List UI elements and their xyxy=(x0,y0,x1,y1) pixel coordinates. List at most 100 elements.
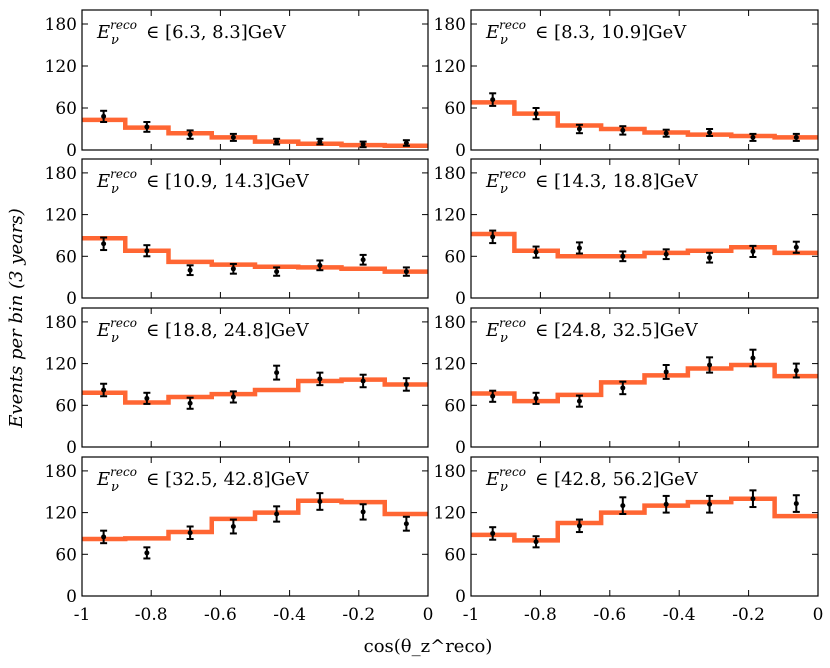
panel-label: Ereco ν ∈ [14.3, 18.8]GeV xyxy=(485,167,699,197)
data-point xyxy=(749,489,757,509)
y-tick-label: 60 xyxy=(444,247,466,267)
y-tick-label: 180 xyxy=(45,164,77,184)
data-point xyxy=(532,391,540,405)
data-point xyxy=(792,240,800,254)
y-tick-label: 120 xyxy=(434,206,466,226)
data-marker xyxy=(490,234,496,240)
data-point xyxy=(143,391,151,405)
panel-5: 0 60 120 180 Ereco ν ∈ [18.8, 24.8]GeV xyxy=(45,307,429,458)
data-marker xyxy=(620,385,626,391)
data-point xyxy=(100,236,108,252)
panel-frame xyxy=(81,158,429,299)
data-point xyxy=(749,348,757,368)
data-marker xyxy=(750,248,756,254)
data-point xyxy=(316,137,324,146)
data-marker xyxy=(533,249,539,255)
data-point xyxy=(273,505,281,523)
data-marker xyxy=(576,398,582,404)
y-tick-label: 0 xyxy=(455,587,466,607)
data-point xyxy=(619,250,627,263)
data-marker xyxy=(144,248,150,254)
y-tick-label: 60 xyxy=(55,99,77,119)
histogram-series xyxy=(82,235,428,274)
data-point xyxy=(143,121,151,133)
data-marker xyxy=(101,387,107,393)
data-point xyxy=(662,248,670,261)
x-tick-label: -0.8 xyxy=(135,605,168,625)
data-marker xyxy=(144,550,150,556)
y-tick-label: 0 xyxy=(455,289,466,309)
data-point xyxy=(792,494,800,513)
data-point xyxy=(273,137,281,146)
data-marker xyxy=(490,97,496,103)
panel-1: 0 60 120 180 Ereco ν ∈ [6.3, 8.3]GeV xyxy=(45,9,429,161)
x-tick-label: -0.6 xyxy=(204,605,237,625)
panel-label: Ereco ν ∈ [6.3, 8.3]GeV xyxy=(96,18,287,48)
data-marker xyxy=(663,369,669,375)
panel-4: 0 60 120 180 Ereco ν ∈ [14.3, 18.8]GeV xyxy=(434,158,819,309)
data-point xyxy=(229,262,237,275)
data-marker xyxy=(793,134,799,140)
data-point xyxy=(100,382,108,398)
data-point xyxy=(749,132,757,142)
data-point xyxy=(402,515,410,532)
panel-label: Ereco ν ∈ [42.8, 56.2]GeV xyxy=(485,465,699,495)
data-marker xyxy=(750,134,756,140)
data-marker xyxy=(230,134,236,140)
x-tick-label: -1 xyxy=(463,605,480,625)
data-marker xyxy=(576,523,582,529)
data-point xyxy=(532,107,540,121)
data-marker xyxy=(274,370,280,376)
histogram-series xyxy=(471,362,818,404)
data-marker xyxy=(707,130,713,135)
data-marker xyxy=(274,269,280,275)
data-point xyxy=(402,377,410,392)
data-point xyxy=(706,356,714,374)
panel-label: Ereco ν ∈ [10.9, 14.3]GeV xyxy=(96,167,310,197)
data-point xyxy=(575,123,583,135)
data-point xyxy=(662,128,670,138)
data-marker xyxy=(663,130,669,136)
data-point xyxy=(359,253,367,266)
data-point xyxy=(229,390,237,404)
panel-8: 0 60 120 180 -1 -0.8 -0.6 -0.4 -0.2 0 Ereco ν ∈ [42.… xyxy=(434,456,824,625)
x-tick-label: 0 xyxy=(423,605,434,625)
data-marker xyxy=(230,394,236,400)
data-marker xyxy=(620,503,626,509)
data-point xyxy=(100,529,108,545)
panel-frame xyxy=(470,456,819,597)
data-point xyxy=(489,229,497,245)
histogram-series xyxy=(471,496,818,543)
y-tick-label: 180 xyxy=(45,313,77,333)
data-marker xyxy=(187,530,193,536)
y-tick-label: 0 xyxy=(66,438,77,458)
data-marker xyxy=(750,355,756,361)
data-marker xyxy=(533,111,539,117)
data-marker xyxy=(360,257,366,263)
data-point xyxy=(186,264,194,277)
y-tick-label: 180 xyxy=(45,15,77,35)
y-tick-label: 0 xyxy=(455,438,466,458)
y-tick-label: 180 xyxy=(434,313,466,333)
data-marker xyxy=(230,524,236,529)
histogram-series xyxy=(471,231,818,259)
panel-6: 0 60 120 180 Ereco ν ∈ [24.8, 32.5]GeV xyxy=(434,307,819,458)
data-point xyxy=(532,535,540,549)
data-point xyxy=(706,494,714,514)
data-point xyxy=(143,244,151,258)
data-point xyxy=(792,132,800,142)
data-marker xyxy=(403,269,409,275)
data-point xyxy=(402,139,410,147)
histogram-series xyxy=(82,117,428,149)
data-marker xyxy=(317,262,323,268)
data-point xyxy=(706,251,714,264)
x-tick-label: 0 xyxy=(813,605,824,625)
y-tick-label: 180 xyxy=(434,462,466,482)
x-axis-label: cos(θ_z^reco) xyxy=(364,636,493,657)
y-tick-label: 60 xyxy=(55,545,77,565)
panel-frame xyxy=(470,158,819,299)
data-point xyxy=(619,125,627,136)
data-marker xyxy=(533,539,539,545)
data-point xyxy=(749,244,757,258)
